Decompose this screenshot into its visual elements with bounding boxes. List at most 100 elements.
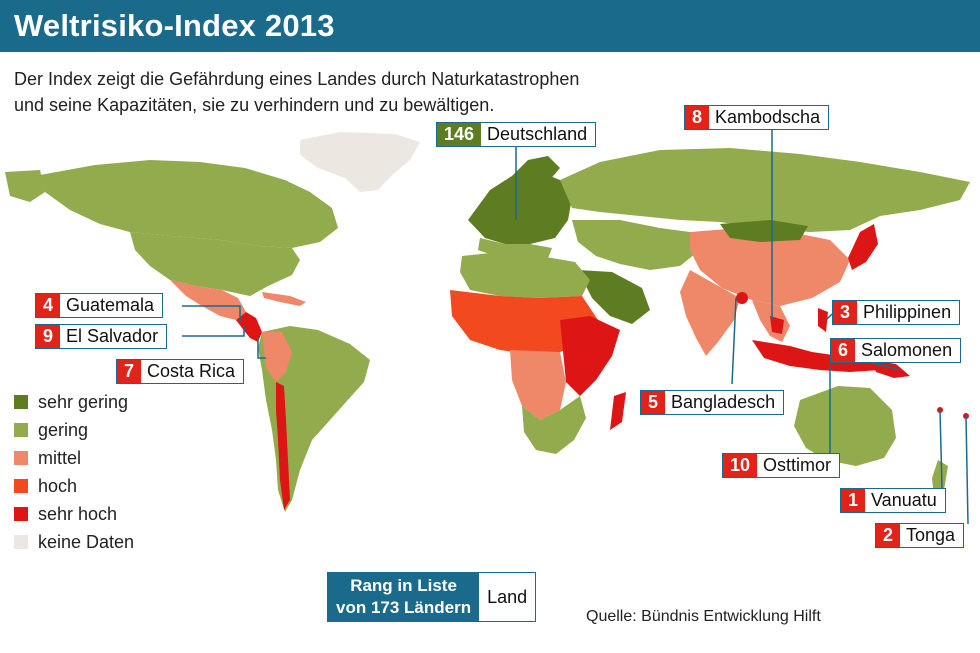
- legend-label: keine Daten: [38, 531, 135, 552]
- region-west-africa: [450, 290, 598, 354]
- rank-key: Rang in Liste von 173 Ländern Land: [327, 572, 537, 622]
- region-australia: [794, 386, 896, 466]
- label-guatemala: Guatemala: [66, 295, 155, 315]
- region-philippines: [818, 308, 828, 332]
- leader-vanuatu: [939, 409, 943, 489]
- legend-item-sehr-gering: sehr gering: [14, 388, 134, 416]
- leader-guatemala: [182, 305, 241, 322]
- region-east-africa: [560, 316, 620, 396]
- region-alaska: [5, 170, 45, 202]
- legend-label: hoch: [38, 475, 78, 496]
- legend-swatch: [14, 479, 28, 493]
- leader-tonga: [965, 415, 969, 525]
- legend-label: mittel: [38, 447, 82, 468]
- legend-swatch: [14, 423, 28, 437]
- callout-kambodscha: 8 Kambodscha: [684, 105, 830, 130]
- rank-key-label: Rang in Liste von 173 Ländern: [328, 573, 480, 621]
- legend-label: gering: [38, 419, 89, 440]
- label-philippinen: Philippinen: [863, 302, 952, 322]
- world-map: [5, 128, 970, 525]
- rank-vanuatu: 1: [841, 489, 866, 512]
- legend-swatch: [14, 535, 28, 549]
- leader-el-salvador: [182, 326, 245, 337]
- region-usa: [130, 232, 300, 296]
- region-central-asia: [572, 220, 700, 270]
- region-mongolia: [720, 220, 808, 242]
- leader-philippinen: [825, 313, 833, 321]
- region-caribbean: [262, 292, 306, 306]
- callout-costa-rica: 7 Costa Rica: [116, 359, 245, 384]
- subtitle: Der Index zeigt die Gefährdung eines Lan…: [14, 66, 714, 118]
- region-arabia: [578, 270, 650, 324]
- label-costa-rica: Costa Rica: [147, 361, 236, 381]
- rank-key-line-1: Rang in Liste: [350, 576, 457, 595]
- rank-key-land: Land: [479, 573, 536, 621]
- region-central-america: [236, 312, 262, 342]
- rank-bangladesch: 5: [641, 391, 666, 414]
- legend-item-mittel: mittel: [14, 444, 134, 472]
- region-europe: [468, 172, 572, 244]
- rank-osttimor: 10: [723, 454, 758, 477]
- callout-el-salvador: 9 El Salvador: [35, 324, 168, 349]
- callout-osttimor: 10 Osttimor: [722, 453, 841, 478]
- label-salomonen: Salomonen: [861, 340, 953, 360]
- subtitle-line-1: Der Index zeigt die Gefährdung eines Lan…: [14, 69, 580, 89]
- region-greenland: [300, 132, 420, 192]
- legend-item-gering: gering: [14, 416, 134, 444]
- source-credit: Quelle: Bündnis Entwicklung Hilft: [586, 608, 821, 625]
- rank-tonga: 2: [876, 524, 901, 547]
- legend-item-sehr-hoch: sehr hoch: [14, 500, 134, 528]
- rank-kambodscha: 8: [685, 106, 710, 129]
- legend-swatch: [14, 451, 28, 465]
- rank-philippinen: 3: [833, 301, 858, 324]
- callout-vanuatu: 1 Vanuatu: [840, 488, 946, 513]
- region-china: [690, 228, 850, 306]
- legend-item-keine-daten: keine Daten: [14, 528, 134, 556]
- region-mexico: [170, 280, 246, 320]
- region-scandinavia: [510, 156, 560, 188]
- title-bar: Weltrisiko-Index 2013: [0, 0, 980, 52]
- region-southern-africa: [522, 396, 586, 454]
- legend-swatch: [14, 395, 28, 409]
- callout-tonga: 2 Tonga: [875, 523, 965, 548]
- label-el-salvador: El Salvador: [66, 326, 159, 346]
- callout-guatemala: 4 Guatemala: [35, 293, 164, 318]
- region-andes: [262, 332, 292, 382]
- callout-salomonen: 6 Salomonen: [830, 338, 962, 363]
- label-tonga: Tonga: [906, 525, 956, 545]
- legend-item-hoch: hoch: [14, 472, 134, 500]
- region-russia: [560, 148, 970, 232]
- leader-costa-rica: [257, 338, 266, 359]
- region-cambodia: [770, 316, 784, 334]
- region-north-africa: [460, 252, 590, 298]
- rank-deutschland: 146: [437, 123, 482, 146]
- rank-salomonen: 6: [831, 339, 856, 362]
- rank-guatemala: 4: [36, 294, 61, 317]
- subtitle-line-2: und seine Kapazitäten, sie zu verhindern…: [14, 95, 495, 115]
- page-title: Weltrisiko-Index 2013: [14, 8, 335, 43]
- callout-bangladesch: 5 Bangladesch: [640, 390, 785, 415]
- region-central-africa: [510, 350, 566, 420]
- callout-deutschland: 146 Deutschland: [436, 122, 597, 147]
- leader-bangladesch: [731, 297, 737, 385]
- region-indonesia: [752, 340, 880, 372]
- region-india: [680, 270, 740, 356]
- legend-label: sehr hoch: [38, 503, 118, 524]
- region-madagascar: [610, 392, 626, 430]
- legend: sehr gering gering mittel hoch sehr hoch…: [14, 388, 134, 556]
- label-osttimor: Osttimor: [763, 455, 832, 475]
- legend-label: sehr gering: [38, 391, 129, 412]
- label-deutschland: Deutschland: [487, 124, 588, 144]
- rank-costa-rica: 7: [117, 360, 142, 383]
- region-chile: [276, 382, 290, 510]
- rank-key-line-2: von 173 Ländern: [336, 598, 472, 617]
- callout-philippinen: 3 Philippinen: [832, 300, 961, 325]
- label-kambodscha: Kambodscha: [715, 107, 821, 127]
- region-canada: [40, 160, 338, 248]
- region-japan: [848, 224, 878, 270]
- region-bangladesh: [736, 292, 748, 304]
- label-bangladesch: Bangladesch: [671, 392, 776, 412]
- legend-swatch: [14, 507, 28, 521]
- label-vanuatu: Vanuatu: [871, 490, 937, 510]
- rank-el-salvador: 9: [36, 325, 61, 348]
